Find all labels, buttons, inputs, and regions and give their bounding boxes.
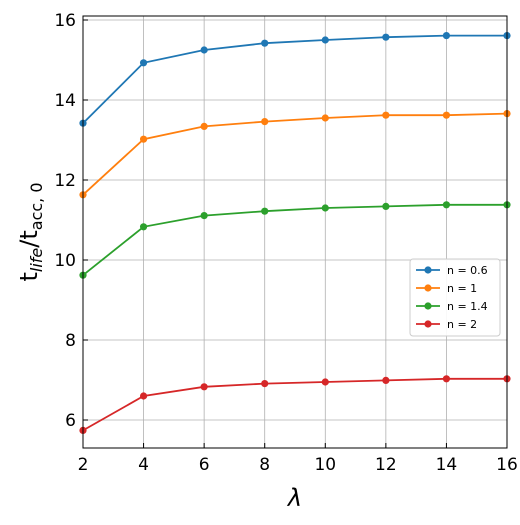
legend-label: n = 1.4	[447, 300, 488, 313]
data-point	[382, 202, 390, 210]
y-tick-label: 12	[54, 171, 76, 191]
legend-item: n = 1	[416, 282, 477, 295]
legend: n = 0.6 n = 1 n = 1.4 n = 2	[409, 258, 501, 337]
x-tick-label: 14	[436, 455, 458, 475]
legend-marker	[424, 266, 432, 274]
data-point	[261, 380, 269, 388]
x-tick-label: 2	[78, 455, 89, 475]
y-tick-label: 8	[65, 331, 76, 351]
y-tick-label: 10	[54, 251, 76, 271]
data-point	[442, 111, 451, 119]
ticks: 2 4 6 8 10 12 14 16 6 8 10 12 14 16	[54, 11, 517, 475]
y-tick-label: 6	[65, 411, 76, 431]
legend-item: n = 0.6	[416, 264, 488, 277]
series-layer	[79, 31, 511, 434]
series-2	[79, 110, 511, 199]
y-axis-label-sub-acc: acc, 0	[27, 182, 46, 230]
legend-item: n = 2	[416, 318, 477, 331]
data-point	[382, 33, 390, 41]
legend-label: n = 2	[447, 318, 477, 331]
y-tick-label: 14	[54, 91, 76, 111]
data-point	[382, 111, 390, 119]
data-point	[200, 383, 208, 391]
data-point	[442, 201, 451, 209]
data-point	[261, 207, 269, 215]
legend-item: n = 1.4	[416, 300, 488, 313]
legend-frame	[409, 258, 501, 337]
y-axis-label-t-acc: t	[15, 230, 43, 239]
x-axis-label: λ	[286, 484, 302, 512]
x-tick-label: 8	[259, 455, 270, 475]
legend-marker	[424, 320, 432, 328]
data-point	[139, 59, 148, 67]
data-point	[321, 114, 329, 122]
x-tick-label: 4	[138, 455, 149, 475]
x-tick-label: 6	[199, 455, 210, 475]
data-point	[139, 135, 148, 143]
series-1	[79, 31, 511, 127]
series-line	[82, 203, 507, 276]
data-point	[382, 376, 390, 384]
data-point	[321, 36, 329, 44]
series-line	[82, 112, 508, 196]
data-point	[261, 39, 269, 47]
x-tick-label: 16	[496, 455, 518, 475]
legend-label: n = 1	[447, 282, 477, 295]
data-point	[139, 392, 148, 400]
y-axis-label-t-life: t	[15, 272, 43, 281]
series-line	[82, 377, 507, 432]
legend-marker	[424, 302, 432, 310]
legend-label: n = 0.6	[447, 264, 488, 277]
data-point	[139, 223, 148, 231]
data-point	[200, 212, 208, 220]
data-point	[200, 122, 208, 130]
data-point	[442, 375, 451, 383]
data-point	[321, 378, 329, 386]
x-tick-label: 12	[375, 455, 397, 475]
y-axis-label-sub-life: life	[27, 248, 46, 273]
data-point	[200, 46, 208, 54]
y-axis-label: tlife/tacc, 0	[15, 182, 46, 281]
data-point	[442, 31, 451, 40]
data-point	[321, 204, 329, 212]
legend-marker	[424, 284, 432, 292]
y-tick-label: 16	[54, 11, 76, 31]
data-point	[261, 118, 269, 126]
plot-frame	[82, 15, 508, 449]
y-axis-label-slash: /	[15, 239, 43, 248]
x-tick-label: 10	[314, 455, 336, 475]
series-line	[82, 34, 507, 124]
